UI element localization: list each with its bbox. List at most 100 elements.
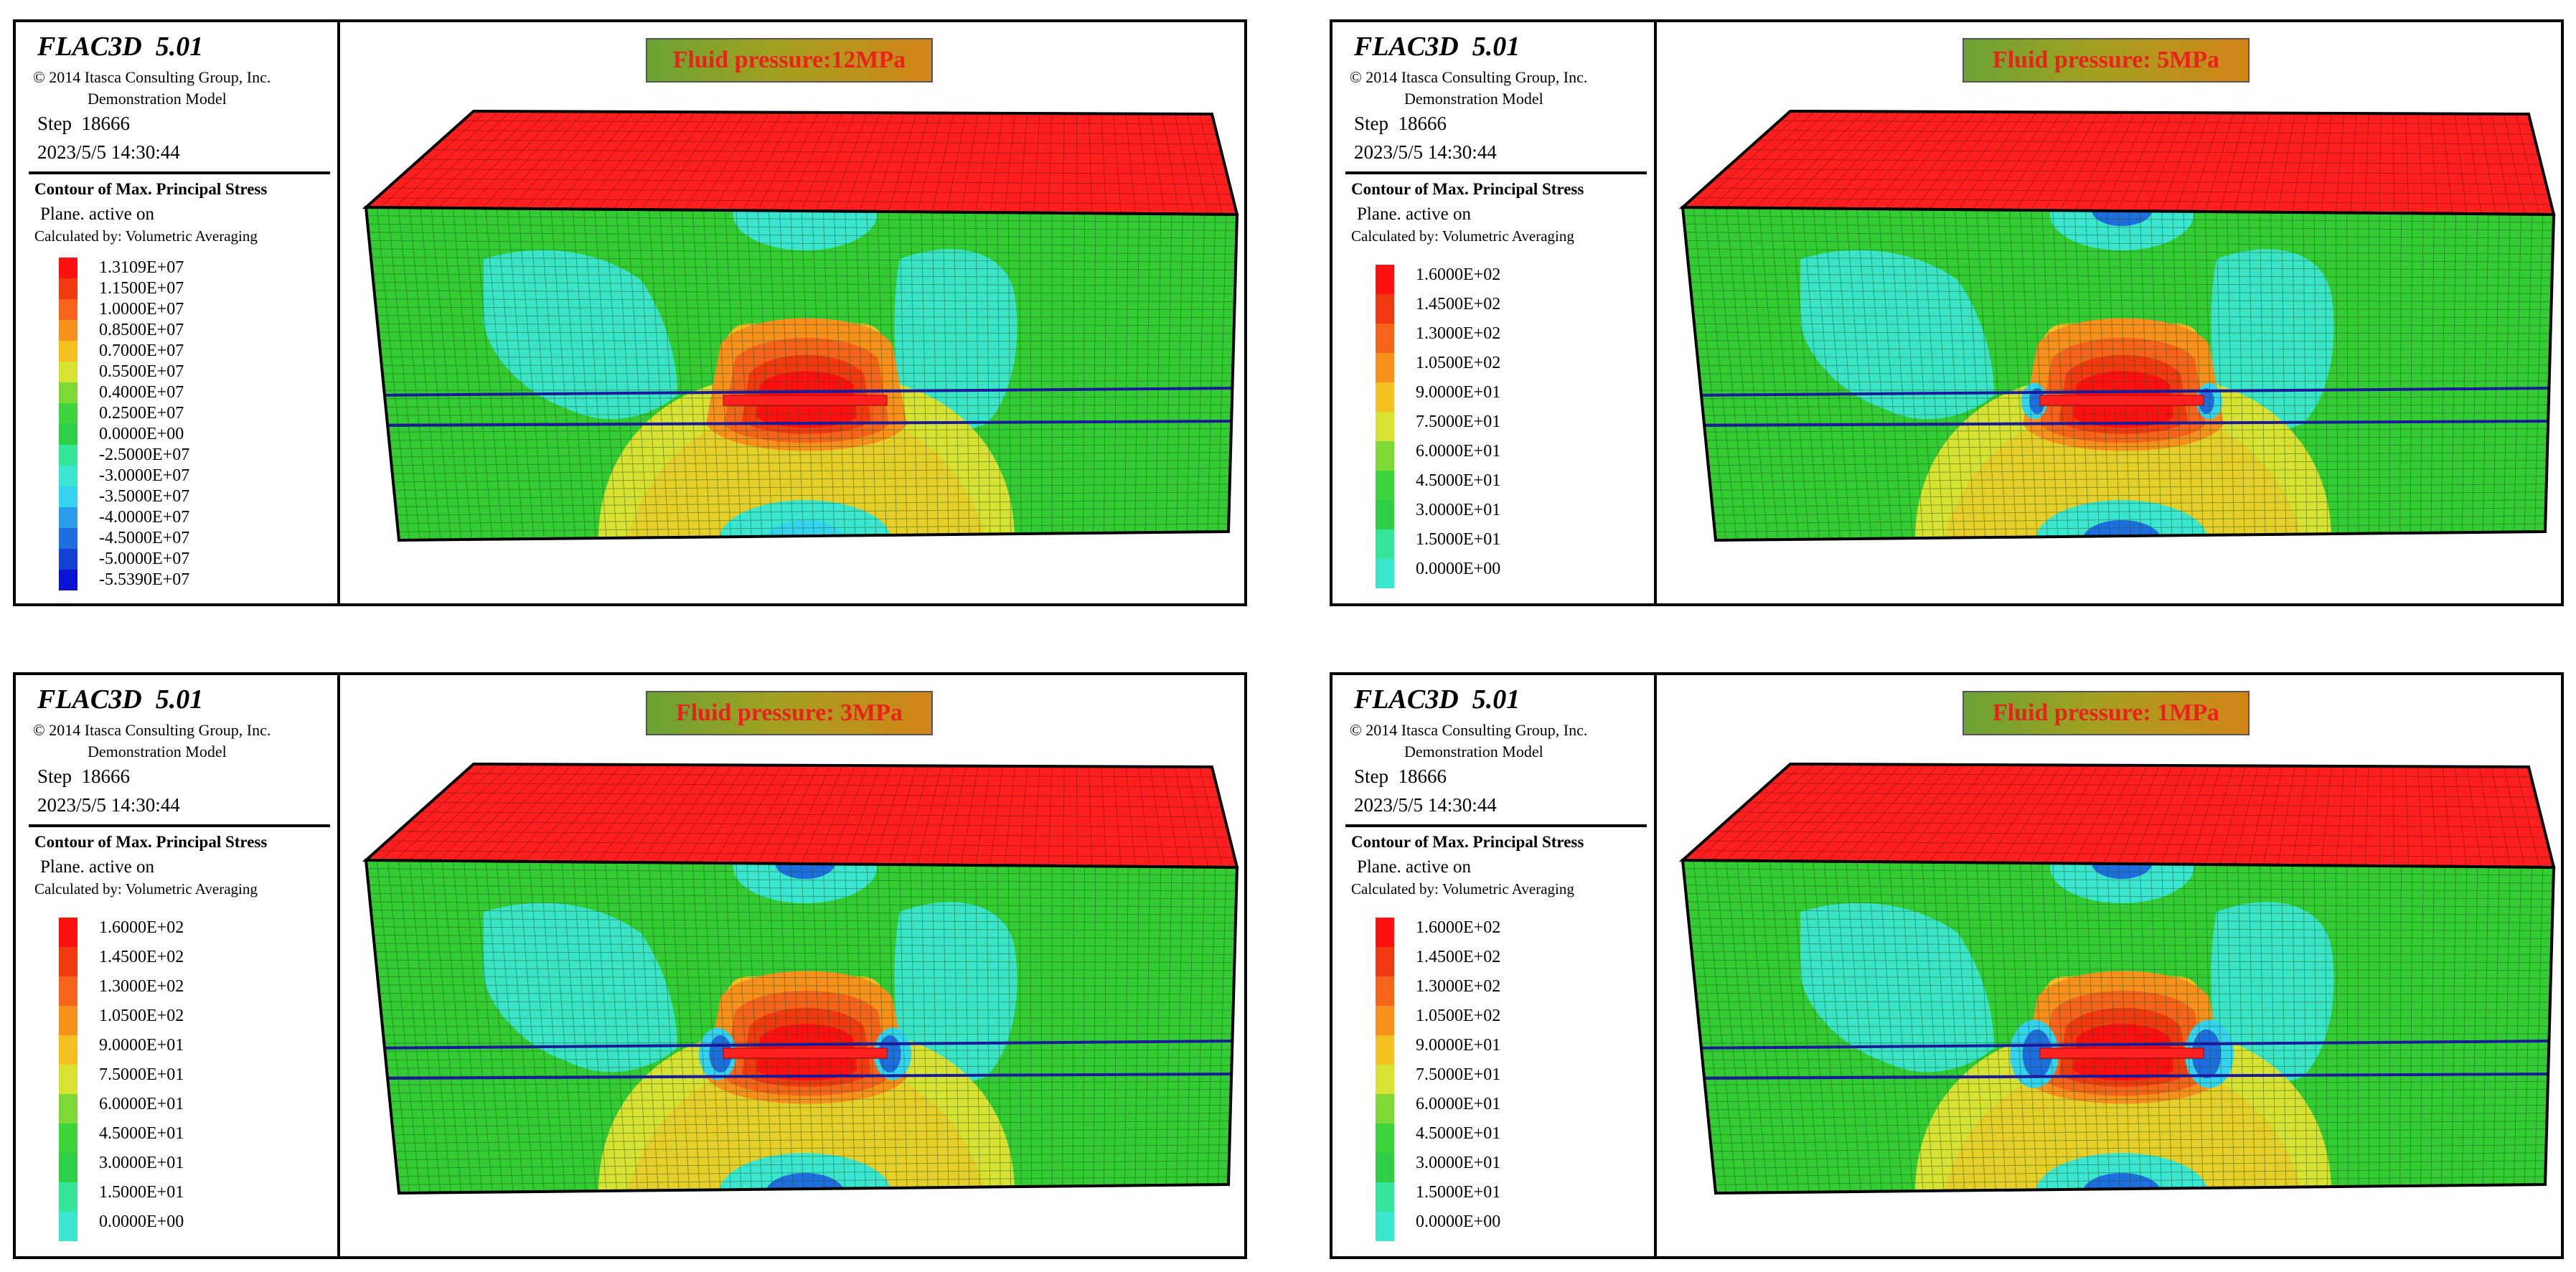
calculation-method: Calculated by: Volumetric Averaging [1351,880,1574,898]
legend-swatch [59,362,77,382]
model-view: Fluid pressure: 1MPa [1657,675,2561,1256]
legend-label: 0.7000E+07 [99,341,184,360]
fluid-pressure-label: Fluid pressure: 3MPa [646,691,933,735]
legend-label: 1.6000E+02 [99,918,184,937]
legend-label: 6.0000E+01 [1416,442,1501,461]
layer-boundary-line [1689,387,2553,397]
legend-swatch [59,947,77,976]
legend-label: 7.5000E+01 [1416,413,1501,431]
legend-label: -5.5390E+07 [99,570,190,589]
legend-label: -4.5000E+07 [99,529,190,547]
legend-label: 1.1500E+07 [99,279,184,298]
legend-swatch [1376,412,1394,441]
legend-swatch [1376,1065,1394,1094]
legend-label: 0.0000E+00 [99,1212,184,1231]
top-mesh [376,110,1235,215]
legend-swatch [1376,947,1394,976]
legend-swatch [59,507,77,528]
legend-label: 0.0000E+00 [99,425,184,443]
app-title: FLAC3D 5.01 [37,684,204,715]
hydraulic-fracture [2039,395,2204,406]
legend-swatch [59,1212,77,1241]
legend-label: 4.5000E+01 [99,1124,184,1143]
contour-title: Contour of Max. Principal Stress [34,180,268,198]
layer-boundary-line [377,420,1235,427]
info-panel: FLAC3D 5.01 © 2014 Itasca Consulting Grou… [1332,675,1657,1256]
layer-boundary-line [1693,420,2552,427]
legend-label: 0.2500E+07 [99,404,184,423]
legend-label: 0.8500E+07 [99,321,184,339]
model-outline [364,205,1239,542]
app-title: FLAC3D 5.01 [37,32,204,62]
model-name: Demonstration Model [88,90,227,108]
legend-swatch [1376,1094,1394,1123]
top-mesh [1693,763,2552,867]
legend-swatch [1376,294,1394,324]
copyright-text: © 2014 Itasca Consulting Group, Inc. [1350,721,1588,739]
legend-label: 0.0000E+00 [1416,560,1501,578]
legend-swatch [1376,324,1394,353]
legend-swatch [59,341,77,362]
layer-boundary-line [1689,1040,2553,1050]
legend-label: 9.0000E+01 [1416,1036,1501,1055]
model-view: Fluid pressure:12MPa [340,22,1244,603]
legend-swatch [1376,1035,1394,1065]
legend-label: 7.5000E+01 [99,1065,184,1084]
legend-swatch [59,549,77,570]
calculation-method: Calculated by: Volumetric Averaging [34,880,258,898]
legend-swatch [59,1094,77,1123]
legend-label: 1.0500E+02 [1416,1007,1501,1025]
legend-swatch [1376,976,1394,1006]
legend-swatch [59,528,77,549]
legend-label: 1.3000E+02 [1416,324,1501,343]
hydraulic-fracture [2039,1047,2204,1059]
flac3d-plot-panel: FLAC3D 5.01 © 2014 Itasca Consulting Grou… [13,19,1247,606]
legend-label: 1.5000E+01 [1416,1183,1501,1202]
legend-label: 1.3109E+07 [99,258,184,277]
legend-swatch [1376,265,1394,294]
legend-label: 1.4500E+02 [99,948,184,966]
contour-title: Contour of Max. Principal Stress [1351,180,1584,198]
legend-label: 1.5000E+01 [1416,530,1501,549]
legend-label: 1.3000E+02 [1416,977,1501,996]
timestamp: 2023/5/5 14:30:44 [37,141,180,163]
model-front-face [1683,207,2554,540]
top-mesh [376,763,1235,867]
info-panel: FLAC3D 5.01 © 2014 Itasca Consulting Grou… [16,22,340,603]
model-outline [1680,205,2556,542]
legend-label: 3.0000E+01 [99,1154,184,1172]
model-3d-view [362,109,1239,542]
model-3d-view [1678,762,2556,1195]
legend-label: 1.0500E+02 [1416,354,1501,372]
legend-swatch [1376,529,1394,559]
legend-swatch [59,466,77,486]
step-count: Step 18666 [1354,765,1447,787]
step-count: Step 18666 [37,765,131,787]
step-count: Step 18666 [37,113,131,134]
flac3d-plot-panel: FLAC3D 5.01 © 2014 Itasca Consulting Grou… [13,672,1247,1259]
legend-swatch [59,1123,77,1153]
layer-boundary-line [372,387,1236,397]
legend-swatch [59,918,77,947]
legend-swatch [1376,1123,1394,1153]
divider [1345,824,1647,827]
legend-swatch [59,486,77,507]
legend-swatch [1376,918,1394,947]
fluid-pressure-label: Fluid pressure:12MPa [646,38,933,83]
model-front-face [366,860,1237,1193]
legend-swatch [59,570,77,590]
legend-swatch [1376,471,1394,500]
info-panel: FLAC3D 5.01 © 2014 Itasca Consulting Grou… [1332,22,1657,603]
model-view: Fluid pressure: 5MPa [1657,22,2561,603]
info-panel: FLAC3D 5.01 © 2014 Itasca Consulting Grou… [16,675,340,1256]
legend-label: 1.6000E+02 [1416,265,1501,284]
divider [1345,171,1647,174]
divider [29,171,330,174]
calculation-method: Calculated by: Volumetric Averaging [34,227,258,245]
legend-label: 6.0000E+01 [1416,1095,1501,1113]
legend-label: -5.0000E+07 [99,550,190,568]
legend-swatch [59,403,77,424]
legend-swatch [1376,1006,1394,1035]
legend-label: 0.5500E+07 [99,362,184,381]
legend-swatch [59,382,77,403]
